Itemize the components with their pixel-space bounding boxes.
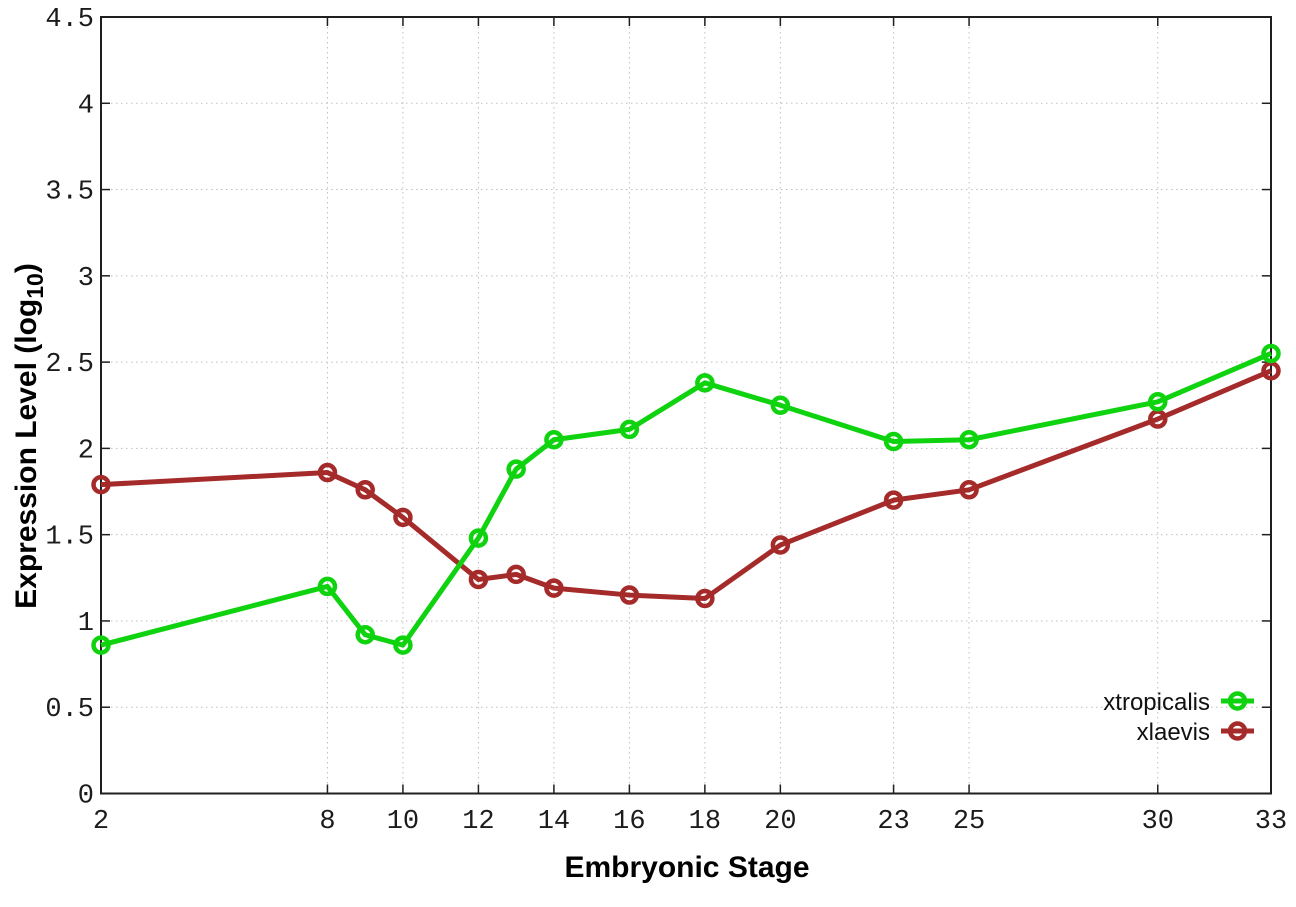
x-tick-label: 25 (953, 807, 985, 837)
y-tick-label: 2 (78, 436, 94, 466)
legend-marker-icon (1227, 691, 1248, 711)
x-tick-label: 20 (764, 807, 796, 837)
data-series (91, 343, 1281, 655)
data-point-marker (695, 588, 715, 609)
data-point-marker (544, 578, 564, 598)
data-point-marker (1148, 392, 1168, 412)
series-line-xlaevis (100, 368, 1272, 602)
y-tick-label: 3.5 (45, 178, 94, 208)
data-point-marker (393, 507, 413, 528)
x-tick-label: 33 (1255, 807, 1287, 837)
legend-entry-xlaevis: xlaevis (1137, 719, 1254, 746)
y-tick-labels: 0 0.5 1 1.5 2 2.5 3 3.5 4 4.5 (45, 5, 94, 812)
data-point-marker (1261, 343, 1281, 364)
x-tick-label: 10 (387, 807, 419, 837)
x-tick-label: 14 (538, 807, 570, 837)
series-line-xtropicalis (100, 351, 1272, 648)
y-tick-label: 2.5 (45, 350, 94, 380)
data-point-marker (959, 430, 979, 450)
data-point-marker (1261, 360, 1281, 381)
plot-border (100, 16, 1272, 795)
x-tick-label: 23 (877, 807, 909, 837)
data-point-marker (695, 373, 715, 393)
legend: xtropicalis xlaevis (1103, 689, 1254, 746)
legend-label-xtropicalis: xtropicalis (1103, 689, 1210, 716)
data-point-marker (770, 535, 791, 555)
data-point-marker (506, 459, 526, 479)
x-tick-label: 16 (613, 807, 645, 837)
data-point-marker (91, 635, 111, 655)
legend-entry-xtropicalis: xtropicalis (1103, 689, 1254, 716)
data-point-marker (770, 395, 791, 415)
series-xlaevis (91, 360, 1281, 609)
y-tick-label: 3 (78, 264, 94, 294)
y-tick-label: 4 (78, 91, 94, 121)
legend-marker-icon (1227, 721, 1248, 741)
y-axis-title-close: ) (10, 263, 43, 273)
data-point-marker (619, 419, 640, 440)
data-point-marker (883, 431, 904, 452)
x-tick-label: 12 (462, 807, 494, 837)
y-axis-title-subscript: 10 (22, 273, 48, 299)
y-axis-title-main: Expression Level (log (10, 299, 43, 609)
x-axis-title: Embryonic Stage (564, 851, 809, 884)
y-tick-label: 4.5 (45, 5, 94, 35)
gridlines (101, 17, 1271, 794)
y-axis-title: Expression Level (log10) (10, 263, 48, 609)
data-point-marker (544, 430, 564, 450)
x-tick-label: 30 (1142, 807, 1174, 837)
axis-tick-marks (100, 16, 1272, 795)
y-tick-label: 0 (78, 782, 94, 812)
x-tick-label: 8 (319, 807, 335, 837)
data-point-marker (355, 480, 375, 500)
y-tick-label: 1 (78, 609, 94, 639)
data-point-marker (468, 528, 489, 548)
series-xtropicalis (91, 343, 1281, 655)
data-point-marker (468, 569, 489, 590)
x-tick-label: 18 (689, 807, 721, 837)
data-point-marker (619, 585, 640, 605)
data-point-marker (1148, 409, 1168, 429)
data-point-marker (355, 624, 375, 645)
data-point-marker (91, 474, 111, 495)
data-point-marker (393, 635, 413, 655)
x-tick-label: 2 (93, 807, 109, 837)
data-point-marker (959, 480, 979, 500)
y-tick-label: 0.5 (45, 695, 94, 725)
legend-label-xlaevis: xlaevis (1137, 719, 1210, 746)
data-point-marker (317, 462, 338, 483)
x-tick-labels: 2 8 10 12 14 16 18 20 23 25 30 33 (93, 807, 1287, 837)
data-point-marker (317, 576, 338, 597)
y-tick-label: 1.5 (45, 523, 94, 553)
data-point-marker (883, 490, 904, 510)
data-point-marker (506, 564, 526, 585)
